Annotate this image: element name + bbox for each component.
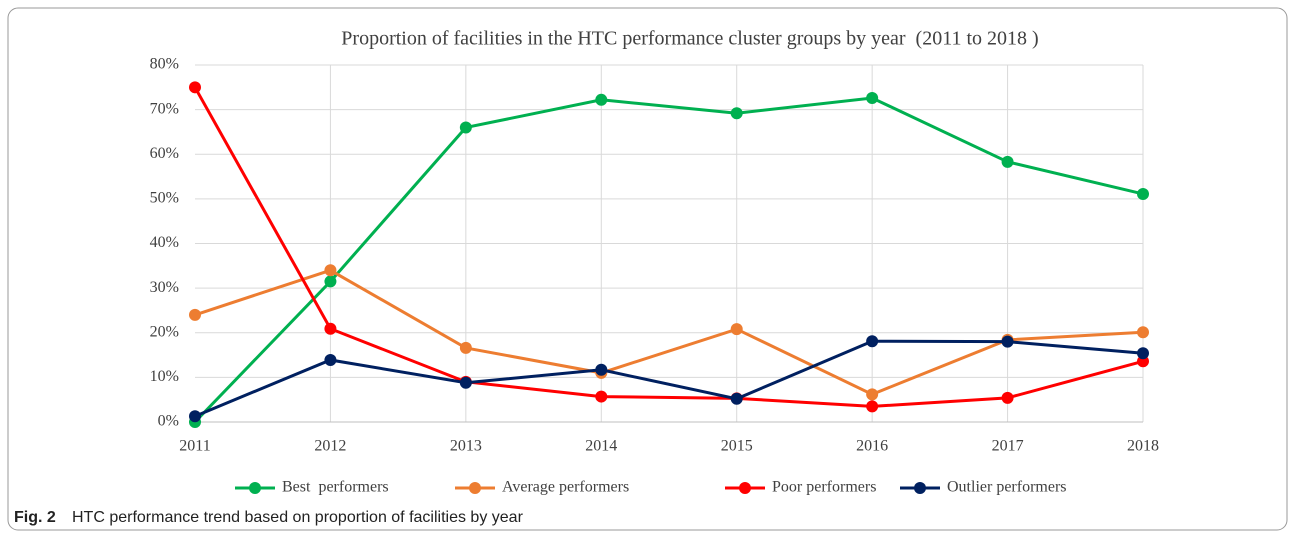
legend-marker xyxy=(914,482,926,494)
data-point xyxy=(459,121,472,134)
data-point xyxy=(1137,326,1149,339)
legend-label: Poor performers xyxy=(772,479,876,496)
x-tick-label: 2013 xyxy=(450,438,482,455)
caption-label: Fig. 2 xyxy=(14,509,56,526)
x-tick-label: 2012 xyxy=(314,438,346,455)
data-point xyxy=(1137,187,1149,200)
legend-marker xyxy=(249,482,261,494)
data-point xyxy=(730,107,743,120)
legend-marker xyxy=(469,482,481,494)
data-point xyxy=(866,335,879,348)
data-point xyxy=(730,392,743,405)
y-tick-label: 0% xyxy=(158,413,179,430)
y-tick-label: 60% xyxy=(150,145,179,162)
series-line xyxy=(193,96,1144,424)
frame xyxy=(7,7,1288,531)
legend-label: Outlier performers xyxy=(947,479,1067,496)
data-point xyxy=(459,376,472,389)
data-point xyxy=(1001,391,1014,404)
data-point xyxy=(866,400,879,413)
data-point xyxy=(730,323,743,336)
x-tick-label: 2018 xyxy=(1127,438,1159,455)
x-tick-label: 2017 xyxy=(992,438,1024,455)
legend-marker xyxy=(739,482,751,494)
y-tick-label: 20% xyxy=(150,323,179,340)
data-point xyxy=(324,275,337,288)
data-point xyxy=(324,264,337,277)
x-tick-label: 2014 xyxy=(585,438,617,455)
chart-title: Proportion of facilities in the HTC perf… xyxy=(341,28,1038,50)
data-point xyxy=(1001,335,1014,348)
data-point xyxy=(866,92,879,105)
data-point xyxy=(595,93,608,106)
data-point xyxy=(189,81,201,94)
data-point xyxy=(189,410,201,423)
y-tick-label: 80% xyxy=(150,56,179,73)
series-line xyxy=(193,86,1144,408)
data-point xyxy=(324,322,337,335)
y-tick-label: 50% xyxy=(150,190,179,207)
y-tick-label: 10% xyxy=(150,368,179,385)
caption: HTC performance trend based on proportio… xyxy=(72,509,524,526)
data-point xyxy=(1001,155,1014,168)
data-point xyxy=(324,353,337,366)
data-point xyxy=(189,308,201,321)
y-tick-label: 70% xyxy=(150,100,179,117)
x-tick-label: 2011 xyxy=(179,438,210,455)
y-tick-label: 40% xyxy=(150,234,179,251)
series-line xyxy=(194,268,1144,396)
x-tick-label: 2015 xyxy=(721,438,753,455)
data-point xyxy=(866,388,879,401)
series-line xyxy=(194,339,1144,418)
data-point xyxy=(459,341,472,354)
data-point xyxy=(595,363,608,376)
data-point xyxy=(1137,347,1149,360)
data-point xyxy=(595,390,608,403)
y-tick-label: 30% xyxy=(150,279,179,296)
legend-label: Average performers xyxy=(502,479,629,496)
x-tick-label: 2016 xyxy=(856,438,888,455)
legend-label: Best performers xyxy=(282,479,389,496)
